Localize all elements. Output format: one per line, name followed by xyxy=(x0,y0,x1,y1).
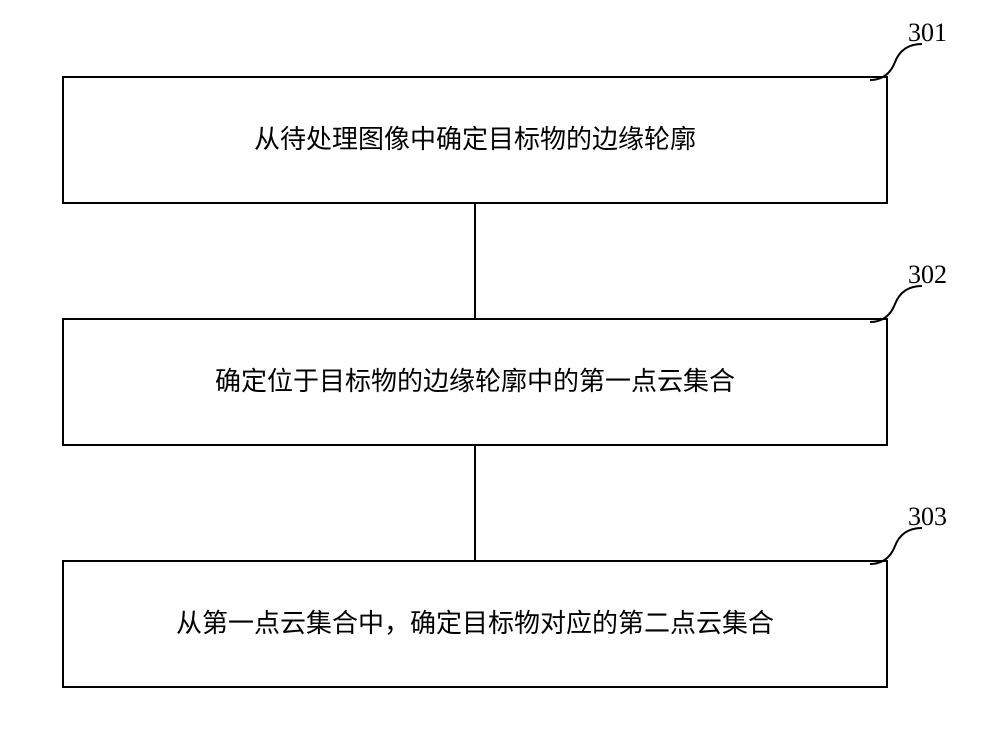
step-box-303: 从第一点云集合中，确定目标物对应的第二点云集合 xyxy=(62,560,888,688)
step-box-301: 从待处理图像中确定目标物的边缘轮廓 xyxy=(62,76,888,204)
step-label-302: 302 xyxy=(908,260,947,290)
connector-302-303 xyxy=(474,446,476,560)
step-label-301: 301 xyxy=(908,18,947,48)
flowchart-container: 从待处理图像中确定目标物的边缘轮廓 301 确定位于目标物的边缘轮廓中的第一点云… xyxy=(0,0,1000,756)
step-text-302: 确定位于目标物的边缘轮廓中的第一点云集合 xyxy=(215,364,735,400)
step-text-303: 从第一点云集合中，确定目标物对应的第二点云集合 xyxy=(176,606,774,642)
step-box-302: 确定位于目标物的边缘轮廓中的第一点云集合 xyxy=(62,318,888,446)
step-text-301: 从待处理图像中确定目标物的边缘轮廓 xyxy=(254,122,696,158)
connector-301-302 xyxy=(474,204,476,318)
step-label-303: 303 xyxy=(908,502,947,532)
